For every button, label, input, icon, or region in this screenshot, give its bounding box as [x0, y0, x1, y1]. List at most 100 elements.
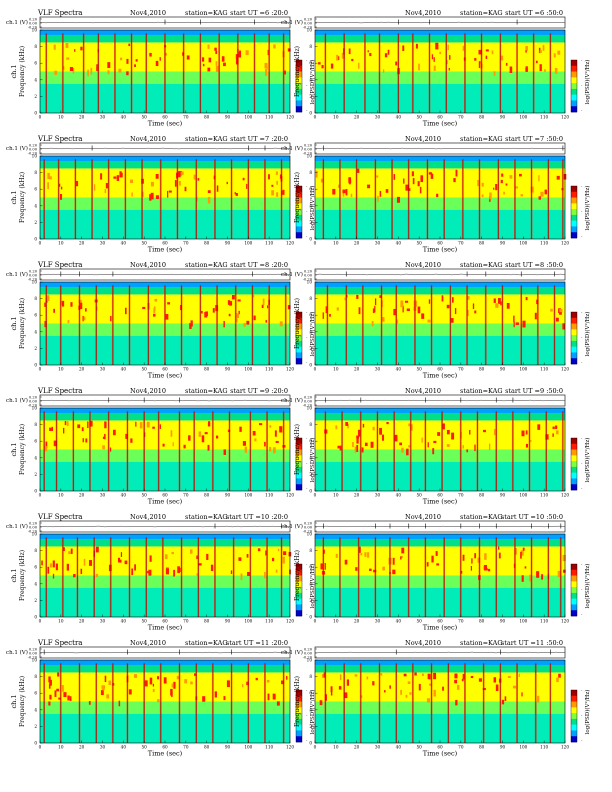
sferic-core	[283, 663, 285, 743]
hot-spot	[154, 298, 158, 302]
hot-spot	[559, 309, 563, 313]
colorbar-segment	[296, 713, 302, 720]
freq-tick-label: 10	[32, 406, 38, 411]
hot-spot	[509, 175, 513, 179]
hot-spot	[553, 53, 556, 58]
hot-spot	[119, 57, 123, 61]
hot-spot	[257, 548, 261, 552]
colorbar-segment	[296, 587, 302, 594]
hot-spot	[488, 443, 491, 451]
hot-spot	[262, 298, 265, 305]
sferic-core	[108, 411, 110, 491]
hot-spot	[477, 179, 480, 187]
upper-band	[40, 538, 290, 547]
hot-spot	[242, 177, 245, 181]
time-tick-label: 120	[561, 241, 569, 246]
colorbar-tick-label: -	[581, 209, 583, 214]
hot-spot	[392, 557, 395, 565]
time-tick-label: 20	[79, 493, 85, 498]
colorbar-segment	[571, 484, 577, 491]
time-tick-label: 0	[314, 745, 317, 750]
hot-spot	[267, 693, 270, 701]
hot-spot	[501, 173, 504, 177]
hot-spot	[469, 429, 471, 435]
hot-spot	[48, 701, 51, 706]
time-tick-label: 40	[396, 493, 402, 498]
colorbar-segment	[571, 317, 577, 324]
sferic-core	[43, 159, 45, 239]
hot-spot	[382, 69, 385, 73]
hot-spot	[431, 555, 434, 563]
hot-spot	[119, 171, 122, 178]
ch-axis-label: ch.1 (V)	[281, 523, 303, 530]
mid-band	[315, 71, 565, 84]
lower-band	[40, 587, 290, 617]
hot-spot	[382, 317, 385, 322]
freq-tick-label: 0	[309, 237, 312, 242]
colorbar-segment	[296, 100, 302, 107]
time-tick-label: 20	[79, 115, 85, 120]
ch-tick-label: 0.20	[29, 396, 38, 400]
ch-tick-label: -0.20	[303, 404, 313, 408]
hot-spot	[55, 563, 58, 571]
sferic-core	[379, 663, 380, 743]
hot-spot	[87, 69, 89, 77]
emission-band	[315, 672, 565, 702]
time-tick-label: 40	[396, 241, 402, 246]
hot-spot	[194, 673, 197, 676]
hot-spot	[186, 55, 190, 60]
colorbar	[571, 690, 577, 743]
station: station=KAG	[460, 639, 503, 647]
time-tick-label: 20	[79, 241, 85, 246]
hot-spot	[149, 677, 153, 685]
hot-spot	[432, 448, 435, 455]
emission-band	[315, 546, 565, 576]
hot-spot	[412, 178, 415, 185]
colorbar-segment	[296, 71, 302, 78]
hot-spot	[457, 684, 460, 690]
freq-tick-label: 6	[309, 313, 312, 318]
sferic-core	[145, 537, 147, 617]
sferic-core	[195, 663, 197, 743]
start-time: start UT =11 :50:0	[501, 639, 563, 647]
date: Nov4,2010	[405, 261, 441, 269]
colorbar-segment	[296, 214, 302, 221]
hot-spot	[206, 553, 209, 560]
hot-spot	[344, 559, 348, 565]
sferic-core	[56, 411, 57, 491]
freq-axis-label: Frequency (kHz)	[19, 298, 26, 349]
sferic-core	[520, 285, 522, 365]
time-tick-label: 100	[244, 493, 252, 498]
time-tick-label: 10	[333, 493, 339, 498]
time-tick-label: 80	[479, 493, 485, 498]
hot-spot	[287, 48, 291, 52]
time-tick-label: 120	[286, 367, 294, 372]
sferic-core	[323, 159, 324, 239]
sferic-core	[414, 285, 416, 365]
colorbar-segment	[571, 358, 577, 365]
colorbar-segment	[296, 455, 302, 462]
hot-spot	[230, 570, 233, 574]
sferic-core	[60, 285, 62, 365]
sferic-core	[443, 159, 445, 239]
hot-spot	[555, 317, 559, 322]
time-tick-label: 90	[500, 115, 506, 120]
hot-spots	[319, 672, 561, 706]
hot-spot	[252, 430, 256, 436]
colorbar	[296, 312, 302, 365]
hot-spot	[214, 47, 217, 51]
time-tick-label: 110	[540, 367, 548, 372]
time-tick-label: 90	[500, 367, 506, 372]
hot-spot	[207, 421, 211, 427]
hot-spot	[118, 68, 122, 73]
lower-band	[315, 587, 565, 617]
time-tick-label: 110	[265, 619, 273, 624]
hot-spot	[446, 429, 450, 435]
hot-spot	[454, 308, 457, 315]
sferic-core	[431, 663, 432, 743]
time-tick-label: 100	[244, 619, 252, 624]
time-tick-label: 40	[121, 115, 127, 120]
time-tick-label: 10	[58, 493, 64, 498]
hot-spot	[426, 698, 431, 703]
hot-spot	[478, 49, 482, 55]
